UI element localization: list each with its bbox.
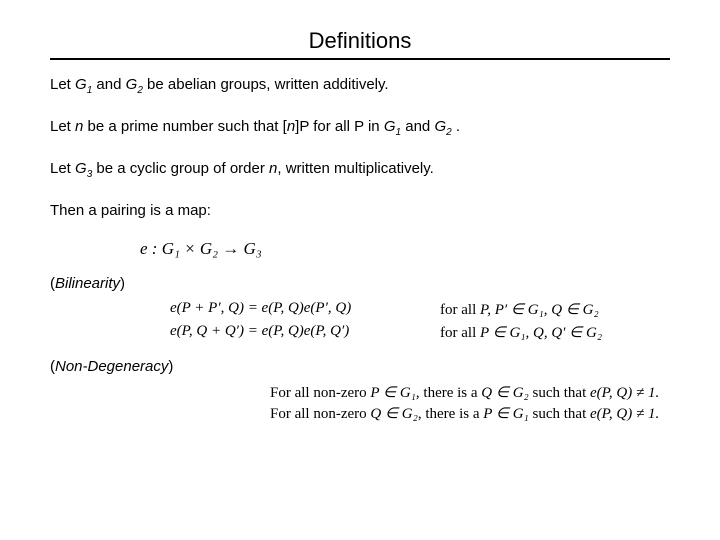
def-line-1: Let G1 and G2 be abelian groups, written… [50,74,670,98]
sym-g1: G [75,76,87,93]
text: P, P′ ∈ G₁, Q ∈ G₂ [480,302,599,318]
bilinearity-equations: e(P + P′, Q) = e(P, Q)e(P′, Q) for all P… [50,300,670,342]
text: P ∈ G₁ [483,406,529,422]
text: For all non-zero [270,406,370,422]
text: and [401,118,434,135]
text: e(P, Q) ≠ 1. [590,385,659,401]
bil-eq-2-rhs: for all P ∈ G₁, Q, Q′ ∈ G₂ [440,323,602,342]
sym-g3: G [75,160,87,177]
page-title: Definitions [50,28,670,54]
text: ]P for all P in [295,118,384,135]
nondegeneracy-label: (Non-Degeneracy) [50,358,670,375]
text: such that [529,406,590,422]
text: Bilinearity [55,275,120,292]
text: Q ∈ G₂ [370,406,417,422]
text: be a cyclic group of order [92,160,269,177]
slide: Definitions Let G1 and G2 be abelian gro… [0,0,720,445]
text: , written multiplicatively. [277,160,433,177]
text: , there is a [418,406,483,422]
text: P ∈ G₁ [370,385,416,401]
sym-g1: G [384,118,396,135]
bil-eq-2-lhs: e(P, Q + Q′) = e(P, Q)e(P, Q′) [170,323,440,342]
nd-line-1: For all non-zero P ∈ G₁, there is a Q ∈ … [160,383,670,402]
title-underline [50,58,670,60]
text: be abelian groups, written additively. [143,76,389,93]
text: for all [440,302,480,318]
bilinearity-label: (Bilinearity) [50,275,670,292]
def-line-4: Then a pairing is a map: [50,200,670,221]
def-line-3: Let G3 be a cyclic group of order n, wri… [50,158,670,182]
text: e(P, Q) ≠ 1. [590,406,659,422]
text: and [92,76,125,93]
text: be a prime number such that [ [83,118,286,135]
text: P ∈ G₁, Q, Q′ ∈ G₂ [480,325,602,341]
text: , there is a [416,385,481,401]
sym-g2: G [434,118,446,135]
sym-g2: G [126,76,138,93]
text: Non-Degeneracy [55,358,168,375]
sym-n: n [287,118,295,135]
text: Let [50,118,75,135]
text: Let [50,76,75,93]
text: Let [50,160,75,177]
def-line-2: Let n be a prime number such that [n]P f… [50,116,670,140]
pairing-map-equation: e : G₁ × G₂ → G₃ [50,239,670,259]
nondegeneracy-statements: For all non-zero P ∈ G₁, there is a Q ∈ … [50,383,670,423]
text: For all non-zero [270,385,370,401]
nd-line-2: For all non-zero Q ∈ G₂, there is a P ∈ … [160,404,670,423]
bil-eq-2: e(P, Q + Q′) = e(P, Q)e(P, Q′) for all P… [170,323,670,342]
bil-eq-1-rhs: for all P, P′ ∈ G₁, Q ∈ G₂ [440,300,599,319]
text: Q ∈ G₂ [481,385,528,401]
bil-eq-1-lhs: e(P + P′, Q) = e(P, Q)e(P′, Q) [170,300,440,319]
bil-eq-1: e(P + P′, Q) = e(P, Q)e(P′, Q) for all P… [170,300,670,319]
text: . [452,118,460,135]
text: such that [529,385,590,401]
text: for all [440,325,480,341]
